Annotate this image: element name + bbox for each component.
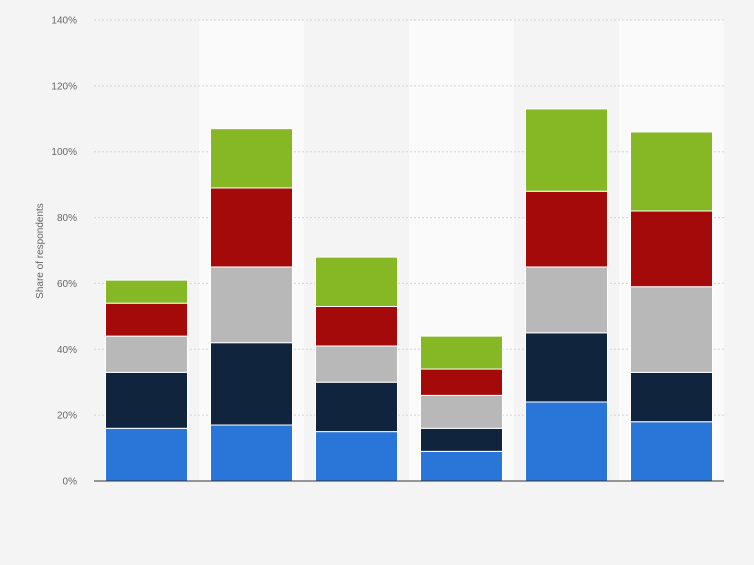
y-tick-label: 60% [57, 279, 77, 290]
bar-segment[interactable] [420, 450, 503, 482]
y-tick-label: 0% [63, 477, 78, 488]
bar-stacks [105, 108, 713, 482]
bar-stack [420, 335, 503, 482]
bar-segment[interactable] [315, 256, 398, 307]
y-tick-label: 80% [57, 213, 77, 224]
gridlines [94, 19, 724, 416]
bar-segment[interactable] [105, 335, 188, 373]
y-tick-label: 20% [57, 411, 77, 422]
bar-segment[interactable] [210, 128, 293, 189]
bar-segment[interactable] [630, 131, 713, 212]
bar-segment[interactable] [105, 427, 188, 482]
category-bands [94, 20, 724, 481]
y-tick-label: 100% [51, 147, 77, 158]
bar-segment[interactable] [630, 210, 713, 288]
bar-segment[interactable] [210, 266, 293, 344]
y-axis-title: Share of respondents [35, 203, 46, 299]
bar-segment[interactable] [420, 394, 503, 429]
bar-segment[interactable] [525, 401, 608, 482]
bar-segment[interactable] [525, 266, 608, 334]
y-tick-label: 120% [51, 81, 77, 92]
bar-segment[interactable] [315, 381, 398, 433]
bar-segment[interactable] [525, 108, 608, 192]
bar-segment[interactable] [315, 305, 398, 347]
y-tick-label: 140% [51, 16, 77, 27]
bar-segment[interactable] [420, 335, 503, 370]
bar-segment[interactable] [420, 368, 503, 396]
bar-stack [525, 108, 608, 482]
bar-segment[interactable] [315, 431, 398, 482]
bar-stack [315, 256, 398, 482]
bar-segment[interactable] [630, 421, 713, 482]
bar-segment[interactable] [210, 424, 293, 482]
bar-segment[interactable] [105, 279, 188, 304]
bar-segment[interactable] [210, 187, 293, 268]
bar-segment[interactable] [105, 371, 188, 429]
bar-segment[interactable] [525, 332, 608, 403]
bar-segment[interactable] [630, 371, 713, 423]
bar-stack [105, 279, 188, 482]
bar-segment[interactable] [525, 190, 608, 268]
bar-stack [630, 131, 713, 482]
y-tick-labels: 0% 20% 40% 60% 80% 100% 120% 140% [51, 16, 77, 488]
bar-segment[interactable] [315, 345, 398, 383]
bar-stack [210, 128, 293, 482]
bar-segment[interactable] [630, 286, 713, 373]
bar-segment[interactable] [105, 302, 188, 337]
y-tick-label: 40% [57, 345, 77, 356]
bar-segment[interactable] [420, 427, 503, 452]
bar-segment[interactable] [210, 342, 293, 426]
